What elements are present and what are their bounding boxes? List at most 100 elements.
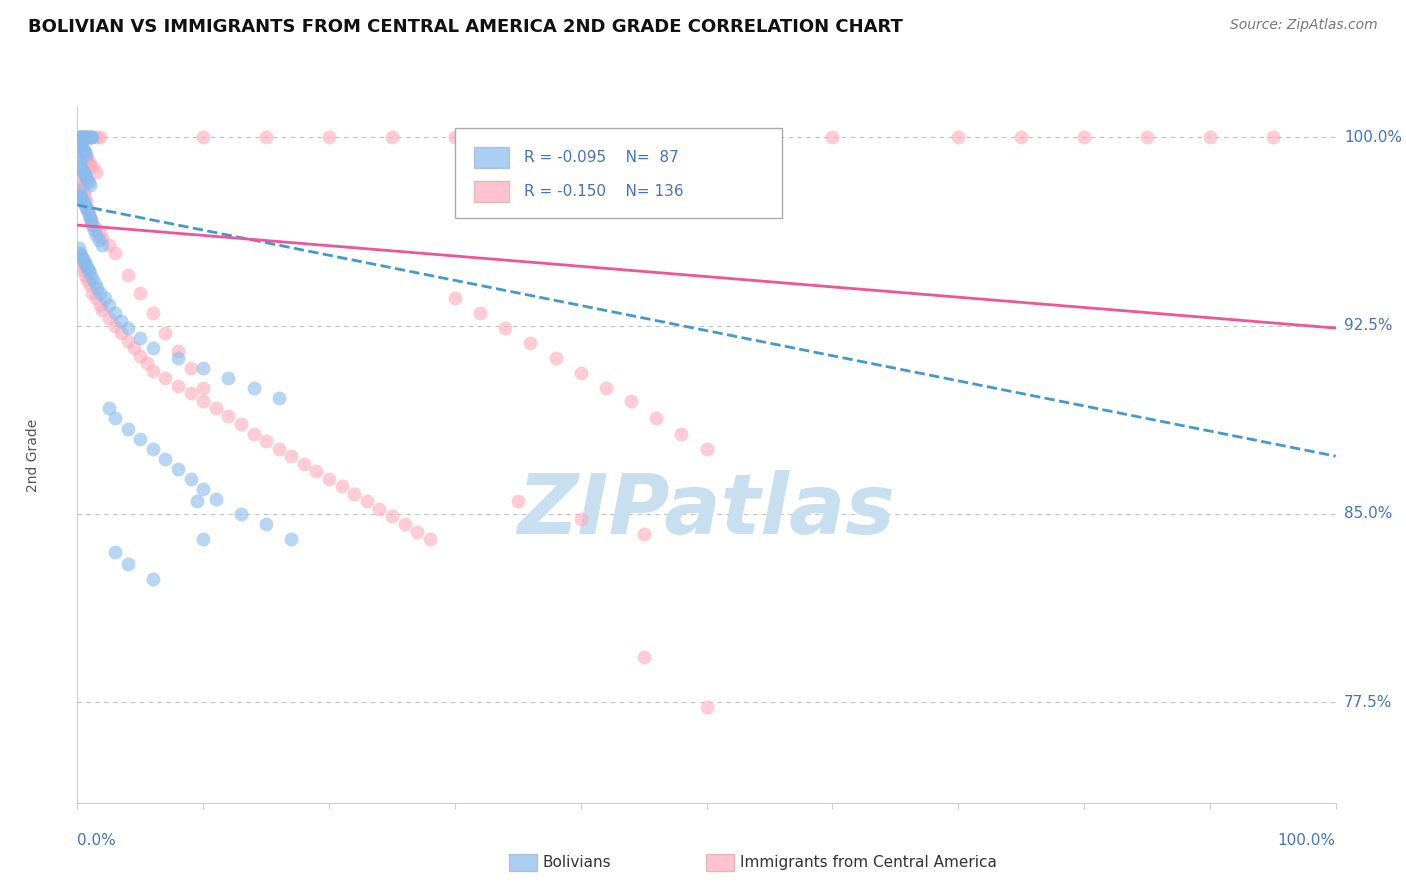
Point [67,130,90,145]
Point [254,434,277,449]
Point [73,145,96,160]
Point [254,516,277,531]
Point [84,228,107,243]
Point [142,572,165,586]
Point [75,148,97,162]
Point [72,251,94,265]
Point [155,451,177,466]
Point [73,198,96,212]
Point [229,417,252,431]
Point [67,135,90,149]
Point [84,220,107,235]
Point [73,256,96,270]
Point [69,188,91,202]
Point [91,303,114,318]
Point [117,268,139,283]
Point [167,379,190,393]
Point [72,193,94,207]
Point [104,306,127,320]
Point [406,524,429,539]
Point [229,507,252,521]
Point [76,273,98,287]
Point [280,449,302,463]
Point [292,457,315,471]
Point [75,130,97,145]
Point [117,334,139,348]
Point [82,161,104,175]
Point [84,276,107,290]
Point [633,650,655,665]
Point [79,178,101,192]
Text: BOLIVIAN VS IMMIGRANTS FROM CENTRAL AMERICA 2ND GRADE CORRELATION CHART: BOLIVIAN VS IMMIGRANTS FROM CENTRAL AMER… [28,18,903,36]
Point [155,326,177,340]
Point [318,472,340,486]
Point [72,143,94,157]
Text: 2nd Grade: 2nd Grade [25,418,39,491]
Point [180,386,202,401]
Point [117,557,139,571]
Point [104,411,127,425]
Point [79,211,101,225]
Point [468,306,491,320]
Point [72,143,94,157]
Point [77,205,100,219]
Point [305,464,328,478]
Point [70,253,93,268]
Point [79,211,101,225]
Point [242,426,264,441]
Text: 77.5%: 77.5% [1344,695,1392,710]
Point [110,326,132,340]
Point [104,245,127,260]
Point [569,512,592,526]
Point [76,130,98,145]
Point [506,494,529,508]
Point [94,291,117,305]
Point [84,165,107,179]
Point [204,491,226,506]
Point [69,170,91,185]
Point [73,168,96,182]
Point [191,532,215,546]
Point [394,516,416,531]
Point [89,226,111,240]
Point [569,130,592,145]
Point [69,155,91,169]
Point [167,343,190,358]
Point [186,494,208,508]
Point [97,298,120,312]
Point [142,306,165,320]
Point [122,341,145,355]
Point [72,253,94,268]
Point [242,381,264,395]
Point [73,190,96,204]
Point [75,130,97,145]
Point [645,411,668,425]
Point [72,162,94,177]
Point [76,130,98,145]
Point [1136,130,1159,145]
Text: 0.0%: 0.0% [77,833,117,848]
Point [75,258,97,272]
FancyBboxPatch shape [456,128,782,219]
Point [82,270,104,285]
Point [381,509,404,524]
Point [79,130,101,145]
Point [191,482,215,496]
Text: 100.0%: 100.0% [1278,833,1336,848]
Point [217,371,239,385]
Point [167,351,190,366]
Point [73,130,96,145]
Point [91,230,114,244]
Point [696,130,718,145]
Point [506,130,529,145]
Point [69,135,91,149]
Point [82,130,104,145]
Point [76,173,98,187]
Point [117,421,139,435]
FancyBboxPatch shape [474,181,509,202]
Point [129,285,152,300]
Point [191,381,215,395]
Point [75,195,97,210]
FancyBboxPatch shape [474,146,509,168]
Point [633,527,655,541]
